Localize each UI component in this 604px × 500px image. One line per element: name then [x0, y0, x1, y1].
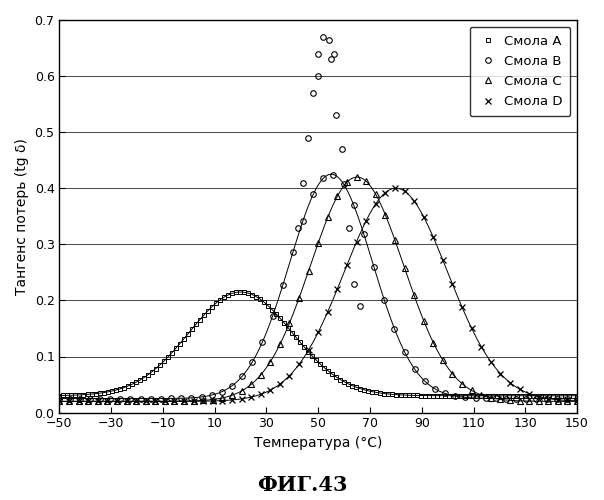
Смола D: [525, 390, 533, 396]
Смола A: [441, 392, 448, 398]
Смола B: [239, 374, 246, 380]
Смола C: [248, 382, 255, 388]
Line: Смола C: Смола C: [57, 174, 580, 404]
Смола D: [573, 398, 580, 404]
Смола D: [56, 398, 63, 404]
Смола C: [564, 398, 571, 404]
Смола B: [330, 172, 337, 177]
Y-axis label: Тангенс потерь (tg δ): Тангенс потерь (tg δ): [15, 138, 29, 294]
Смола C: [181, 398, 188, 404]
Смола C: [573, 398, 580, 404]
Смола B: [543, 396, 550, 402]
Смола A: [573, 393, 580, 399]
Смола A: [236, 289, 243, 295]
Смола D: [564, 398, 571, 404]
Смола A: [280, 320, 288, 326]
Line: Смола A: Смола A: [57, 290, 579, 398]
Смола C: [114, 398, 121, 404]
Смола C: [56, 398, 63, 404]
Смола B: [381, 297, 388, 303]
Смола D: [152, 398, 159, 404]
Смола A: [56, 392, 63, 398]
Line: Смола D: Смола D: [56, 185, 580, 404]
Смола D: [391, 186, 399, 192]
Смола D: [181, 398, 188, 404]
Смола B: [300, 218, 307, 224]
Смола B: [56, 396, 63, 402]
Смола C: [525, 398, 533, 404]
Смола A: [465, 393, 472, 399]
Смола A: [401, 392, 408, 398]
Text: ФИГ.43: ФИГ.43: [257, 475, 347, 495]
Line: Смола B: Смола B: [57, 172, 580, 402]
Смола A: [196, 316, 204, 322]
Смола B: [97, 396, 104, 402]
Смола C: [353, 174, 360, 180]
Смола A: [329, 371, 336, 377]
Смола C: [152, 398, 159, 404]
Смола B: [573, 396, 580, 402]
X-axis label: Температура (°C): Температура (°C): [254, 436, 382, 450]
Смола D: [114, 398, 121, 404]
Смола D: [248, 394, 255, 400]
Смола B: [401, 349, 408, 355]
Legend: Смола A, Смола B, Смола C, Смола D: Смола A, Смола B, Смола C, Смола D: [470, 26, 570, 116]
